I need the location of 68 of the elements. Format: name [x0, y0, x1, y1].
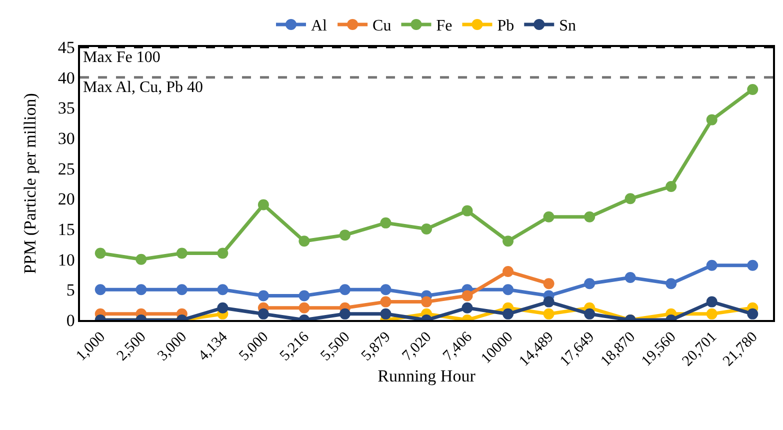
point: [543, 211, 554, 222]
point: [339, 230, 350, 241]
point: [543, 296, 554, 308]
point: [624, 193, 636, 204]
point: [380, 308, 392, 320]
point: [421, 296, 432, 308]
point: [94, 248, 106, 259]
y-axis-title: PPM (Particle per million): [20, 93, 40, 274]
point: [176, 248, 188, 259]
y-tick-label: 45: [58, 38, 75, 57]
point: [462, 302, 473, 314]
point: [584, 308, 596, 320]
point: [502, 266, 514, 277]
point: [298, 302, 310, 314]
point: [380, 296, 392, 308]
point: [706, 308, 718, 320]
point: [502, 236, 514, 247]
point: [136, 254, 147, 265]
ref-line-label: Max Al, Cu, Pb 40: [83, 79, 204, 96]
point: [136, 284, 147, 296]
point: [217, 284, 228, 296]
point: [584, 278, 596, 290]
point: [543, 278, 554, 290]
point: [706, 260, 718, 271]
point: [706, 114, 718, 126]
point: [380, 284, 392, 296]
legend-label: Cu: [372, 18, 392, 35]
point: [421, 224, 432, 234]
point: [258, 199, 269, 210]
point: [217, 248, 228, 259]
point: [258, 290, 269, 302]
y-tick-label: 25: [58, 159, 75, 178]
point: [298, 290, 310, 302]
point: [94, 284, 106, 296]
point: [502, 308, 514, 320]
y-tick-label: 5: [66, 280, 75, 300]
point: [462, 290, 473, 302]
point: [624, 272, 636, 284]
point: [258, 308, 269, 320]
point: [298, 236, 310, 247]
point: [462, 205, 473, 216]
x-axis-title: Running Hour: [378, 366, 476, 386]
ref-line-label: Max Fe 100: [83, 49, 160, 66]
point: [217, 302, 228, 314]
legend-label: Sn: [559, 18, 576, 35]
point: [747, 308, 758, 320]
point: [706, 296, 718, 308]
y-tick-label: 10: [58, 250, 75, 270]
legend-label: Pb: [497, 18, 514, 35]
legend-label: Fe: [436, 18, 452, 35]
point: [747, 260, 758, 271]
point: [543, 308, 554, 320]
point: [339, 308, 350, 320]
point: [584, 211, 596, 222]
y-tick-label: 35: [58, 98, 75, 118]
point: [666, 278, 677, 290]
point: [176, 284, 188, 296]
y-tick-label: 40: [58, 68, 75, 88]
point: [666, 181, 677, 192]
legend-label: Al: [311, 18, 328, 35]
y-tick-label: 20: [58, 190, 75, 209]
point: [380, 217, 392, 228]
point: [502, 284, 514, 296]
y-tick-label: 30: [58, 128, 75, 148]
y-tick-label: 15: [58, 220, 75, 239]
y-tick-label: 0: [66, 310, 75, 330]
point: [747, 84, 758, 95]
point: [339, 284, 350, 296]
